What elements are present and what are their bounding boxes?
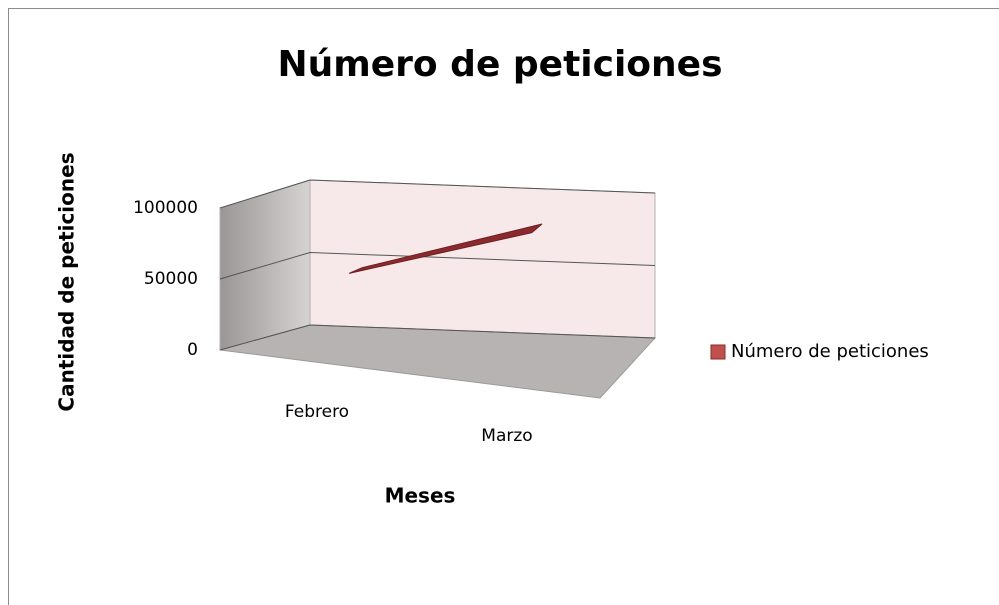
y-axis-title: Cantidad de peticiones [55,152,79,411]
legend-swatch [710,344,726,360]
ribbon [348,223,543,274]
legend-label: Número de peticiones [731,341,929,362]
y-tick-label: 0 [187,340,198,360]
plot-area [219,179,657,399]
grid-line [219,324,656,351]
y-tick-label: 50000 [144,269,198,289]
side-wall [219,179,311,351]
x-tick-label: Febrero [285,402,349,422]
y-tick-label: 100000 [133,198,198,218]
x-tick-label: Marzo [481,426,532,446]
x-axis-title: Meses [385,484,456,508]
chart-title: Número de peticiones [277,44,722,85]
grid-line [219,179,656,209]
grid-line [219,251,656,280]
